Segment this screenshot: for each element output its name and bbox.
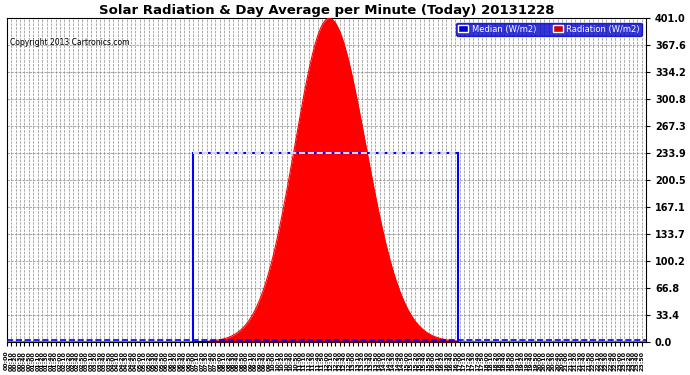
Legend: Median (W/m2), Radiation (W/m2): Median (W/m2), Radiation (W/m2): [456, 22, 642, 36]
Bar: [193, 153, 457, 342]
Text: Copyright 2013 Cartronics.com: Copyright 2013 Cartronics.com: [10, 38, 129, 47]
Title: Solar Radiation & Day Average per Minute (Today) 20131228: Solar Radiation & Day Average per Minute…: [99, 4, 554, 17]
